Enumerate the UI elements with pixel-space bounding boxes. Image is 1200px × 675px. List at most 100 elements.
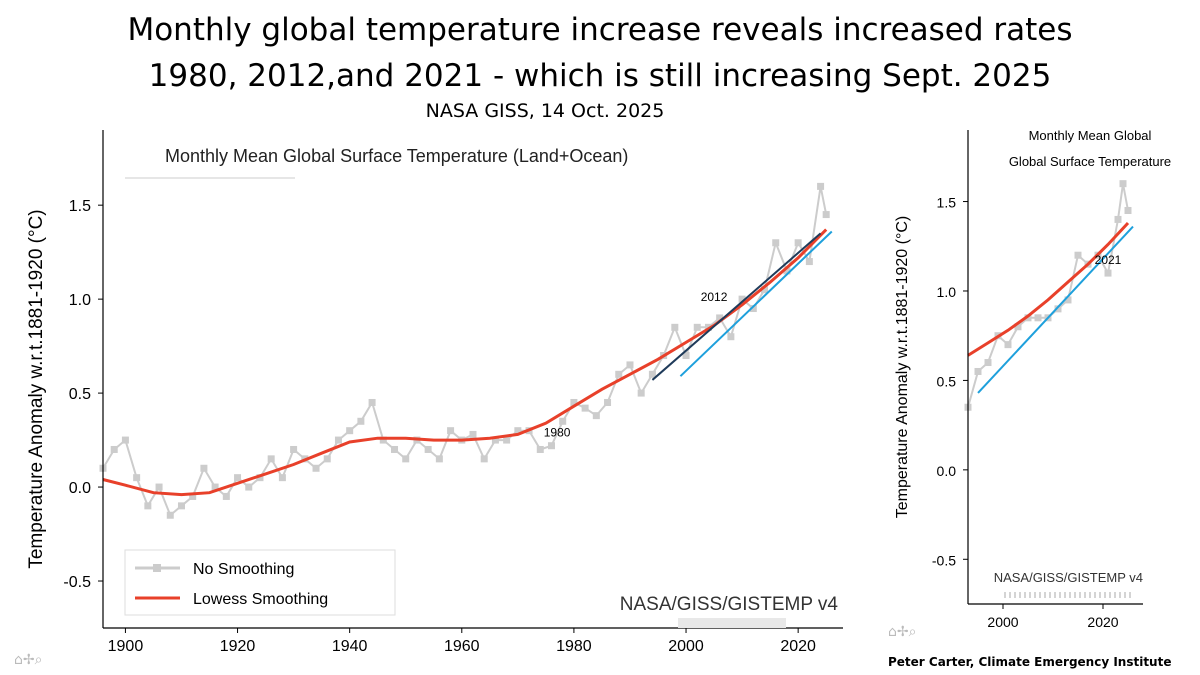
y-tick-label: 1.0	[69, 292, 91, 309]
raw-data-point	[110, 445, 118, 453]
raw-series-line	[967, 183, 1129, 408]
raw-data-point	[155, 483, 163, 491]
watermark: NASA/GISS/GISTEMP v4	[620, 594, 839, 615]
x-tick-label: 2020	[780, 638, 816, 655]
raw-data-point	[144, 502, 152, 510]
raw-data-point	[761, 286, 769, 294]
chart-title-line: Monthly Mean Global	[1029, 128, 1152, 143]
y-tick-label: -0.5	[932, 552, 956, 568]
raw-data-point	[984, 359, 992, 367]
raw-data-point	[1119, 180, 1127, 188]
raw-data-point	[503, 436, 511, 444]
x-tick-label: 2000	[668, 638, 704, 655]
main-title-line1: Monthly global temperature increase reve…	[127, 12, 1073, 48]
raw-data-point	[822, 211, 830, 219]
raw-data-point	[267, 455, 275, 463]
legend-label-lowess: Lowess Smoothing	[193, 591, 328, 608]
raw-data-point	[536, 445, 544, 453]
y-tick-label: 1.5	[69, 198, 91, 215]
raw-data-point	[290, 445, 298, 453]
y-tick-label: 0.5	[69, 386, 91, 403]
raw-data-point	[1034, 314, 1042, 322]
raw-data-point	[1074, 251, 1082, 259]
raw-data-point	[391, 445, 399, 453]
raw-data-point	[974, 367, 982, 375]
y-tick-label: 0.5	[937, 373, 957, 389]
raw-data-point	[469, 430, 477, 438]
raw-data-point	[222, 492, 230, 500]
inset-chart: 2021 -0.5 0.0 0.5 1.0 1.5 2000 2020 Temperature …	[888, 128, 1171, 640]
raw-data-point	[749, 305, 757, 313]
raw-data-point	[682, 352, 690, 360]
raw-data-point	[357, 417, 365, 425]
raw-data-point	[1064, 296, 1072, 304]
raw-data-point	[783, 267, 791, 275]
raw-data-point	[402, 455, 410, 463]
raw-data-point	[323, 455, 331, 463]
raw-data-point	[447, 427, 455, 435]
raw-data-point	[234, 474, 242, 482]
x-tick-label: 1960	[444, 638, 480, 655]
raw-data-point	[121, 436, 129, 444]
raw-data-point	[581, 404, 589, 412]
raw-data-point	[637, 389, 645, 397]
raw-data-point	[211, 483, 219, 491]
raw-data-point	[1124, 206, 1132, 214]
lowess-series-line	[102, 228, 828, 497]
raw-data-point	[772, 239, 780, 247]
y-tick-label: 0.0	[69, 480, 91, 497]
main-chart: 1980 2012 -0.5 0.0 0.5 1.0 1.5 1900 1920 1940 1960…	[14, 130, 843, 668]
legend-swatch-raw-marker	[153, 564, 161, 572]
y-tick-label: -0.5	[63, 574, 91, 591]
x-tick-label: 2020	[1087, 614, 1118, 630]
raw-series-line	[102, 186, 828, 517]
x-tick-label: 1980	[556, 638, 592, 655]
x-tick-label: 2000	[987, 614, 1018, 630]
x-tick-label: 1920	[220, 638, 256, 655]
y-axis-label: Temperature Anomaly w.r.t.1881-1920 (°C)	[894, 216, 911, 519]
main-title-line2: 1980, 2012,and 2021 - which is still inc…	[148, 58, 1052, 94]
raw-data-point	[817, 182, 825, 190]
legend-label-raw: No Smoothing	[193, 561, 294, 578]
raw-data-point	[312, 464, 320, 472]
raw-data-point	[727, 333, 735, 341]
chart-title-line: Global Surface Temperature	[1009, 154, 1171, 169]
raw-data-point	[671, 323, 679, 331]
raw-data-point	[794, 239, 802, 247]
trend-line-recent	[679, 230, 833, 377]
toolbar-icons: ⌂✢⌕	[888, 624, 916, 640]
raw-data-point	[604, 398, 612, 406]
lowess-series-line	[967, 221, 1130, 357]
legend-box	[124, 549, 396, 616]
raw-data-point	[133, 474, 141, 482]
watermark: NASA/GISS/GISTEMP v4	[994, 570, 1143, 585]
raw-data-point	[346, 427, 354, 435]
raw-data-point	[805, 258, 813, 266]
chart-title: Monthly Mean Global Surface Temperature …	[165, 146, 628, 166]
trend-line-2021	[977, 225, 1134, 394]
raw-data-point	[166, 511, 174, 519]
annotation-label: 2012	[701, 290, 728, 304]
source-subtitle: NASA GISS, 14 Oct. 2025	[425, 100, 665, 122]
raw-data-point	[559, 417, 567, 425]
trend-line-2012	[651, 232, 822, 381]
raw-data-point	[716, 314, 724, 322]
author-credit: Peter Carter, Climate Emergency Institut…	[888, 655, 1172, 669]
raw-data-point	[615, 370, 623, 378]
range-slider	[678, 618, 786, 628]
raw-data-point	[379, 436, 387, 444]
raw-data-point	[570, 398, 578, 406]
y-axis-label: Temperature Anomaly w.r.t.1881-1920 (°C)	[26, 209, 47, 568]
raw-data-point	[278, 474, 286, 482]
raw-data-point	[189, 492, 197, 500]
annotation-label: 1980	[544, 425, 571, 439]
raw-data-point	[435, 455, 443, 463]
x-tick-label: 1900	[108, 638, 144, 655]
raw-data-point	[368, 398, 376, 406]
raw-data-point	[491, 436, 499, 444]
raw-data-point	[626, 361, 634, 369]
toolbar-icons: ⌂✢⌕	[14, 652, 42, 668]
raw-data-point	[245, 483, 253, 491]
raw-data-point	[334, 436, 342, 444]
